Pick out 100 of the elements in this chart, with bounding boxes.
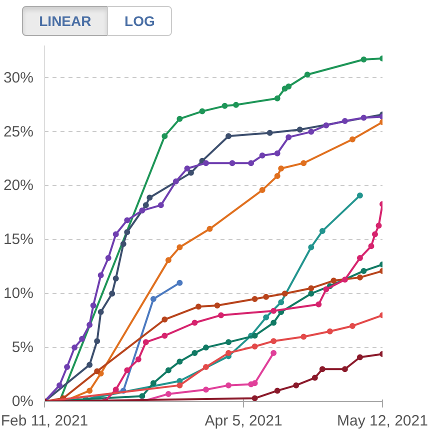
point [162, 332, 168, 339]
point [312, 374, 318, 381]
point [252, 296, 258, 302]
point [86, 388, 93, 394]
point [274, 150, 280, 156]
point [233, 102, 240, 108]
point [342, 276, 348, 283]
point [165, 257, 172, 264]
point [259, 152, 266, 159]
point [296, 126, 303, 133]
point [286, 84, 292, 90]
point [252, 343, 258, 350]
point [176, 382, 183, 388]
point [86, 322, 93, 328]
point [112, 386, 119, 393]
text: LINEAR [22, 6, 108, 36]
point [195, 304, 202, 310]
point [263, 314, 270, 320]
point [98, 308, 104, 315]
point [56, 382, 63, 388]
point [124, 217, 130, 224]
y-tick-label: 30% [3, 69, 34, 86]
point [356, 354, 363, 360]
point [326, 328, 333, 334]
point [226, 133, 232, 140]
point [176, 116, 183, 122]
point [206, 226, 213, 232]
point [282, 290, 288, 297]
point [300, 160, 307, 166]
point [266, 130, 273, 136]
point [308, 128, 314, 135]
point [360, 268, 367, 274]
point [199, 108, 206, 114]
point [150, 296, 156, 302]
point [202, 160, 209, 166]
point [139, 393, 146, 400]
point [165, 390, 172, 397]
point [112, 231, 119, 238]
point [274, 173, 280, 180]
y-tick-label: 5% [12, 339, 34, 356]
point [248, 160, 254, 166]
point [142, 339, 149, 346]
point [270, 338, 277, 344]
y-tick-label: 15% [3, 231, 34, 248]
point [330, 278, 337, 284]
point [278, 299, 284, 306]
point [360, 56, 367, 63]
y-tick-label: 25% [3, 123, 34, 140]
point [72, 344, 78, 351]
point [308, 290, 314, 297]
point [263, 294, 270, 300]
point [112, 276, 119, 282]
point [316, 301, 322, 308]
point [226, 339, 232, 346]
point [165, 367, 172, 374]
point [202, 386, 209, 393]
point [176, 244, 183, 250]
point [172, 178, 179, 184]
point [202, 364, 209, 370]
point [214, 302, 220, 308]
point [293, 382, 300, 388]
point [323, 286, 330, 292]
point [252, 332, 258, 339]
point [252, 395, 258, 402]
point [192, 320, 198, 326]
point [376, 222, 382, 229]
point [319, 228, 326, 234]
point [304, 72, 310, 78]
point [98, 272, 104, 278]
x-tick-label: Feb 11, 2021 [0, 412, 88, 430]
point [162, 133, 168, 140]
point [184, 165, 190, 172]
point [286, 134, 292, 140]
text: LOG [107, 6, 172, 36]
point [349, 136, 356, 142]
point [188, 170, 194, 176]
point [319, 366, 326, 372]
point [202, 344, 209, 351]
point [342, 118, 348, 124]
point [218, 312, 224, 318]
point [146, 194, 153, 201]
x-tick-label: May 12, 2021 [337, 412, 428, 430]
point [226, 382, 232, 388]
point [124, 367, 130, 374]
point [64, 364, 70, 370]
point [270, 320, 277, 326]
point [323, 122, 330, 128]
y-tick-label: 0% [12, 393, 34, 410]
point [176, 358, 183, 365]
point [356, 274, 363, 280]
point [229, 160, 236, 166]
point [124, 229, 130, 236]
point [342, 366, 348, 372]
point [270, 350, 277, 356]
point [360, 114, 367, 121]
x-tick-label: Apr 5, 2021 [204, 412, 282, 430]
point [150, 380, 156, 386]
point [86, 362, 93, 368]
point [135, 356, 142, 362]
point [278, 165, 284, 172]
